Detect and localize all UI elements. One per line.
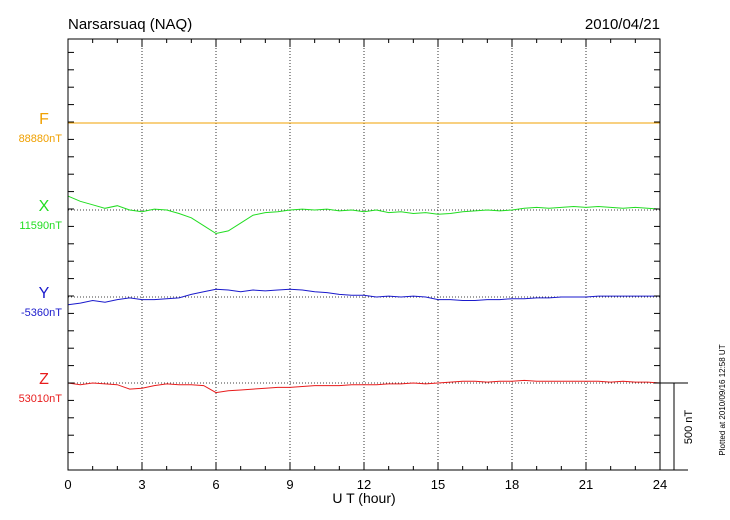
series-name-x: X [39, 198, 50, 215]
x-tick-labels: 0 3 6 9 12 15 18 21 24 [64, 477, 667, 492]
x-tick-label: 3 [138, 477, 145, 492]
x-tick-label: 24 [653, 477, 667, 492]
series-group [67, 122, 661, 394]
x-axis-label: U T (hour) [332, 490, 395, 506]
x-tick-label: 6 [212, 477, 219, 492]
baseline-value-f: 88880nT [19, 133, 63, 145]
plotted-at-note: Plotted at 2010/09/16 12:58 UT [718, 344, 727, 455]
axis-ticks [67, 39, 661, 471]
series-line-y [67, 288, 660, 306]
x-tick-label: 21 [579, 477, 593, 492]
baseline-value-x: 11590nT [19, 220, 62, 232]
series-labels: F 88880nT X 11590nT Y -5360nT Z 53010nT [19, 111, 63, 405]
scale-bar-label: 500 nT [683, 410, 695, 445]
series-line-x [67, 195, 661, 235]
series-name-y: Y [39, 285, 50, 302]
series-name-f: F [39, 111, 49, 128]
x-tick-label: 15 [431, 477, 445, 492]
x-tick-label: 9 [286, 477, 293, 492]
grid-lines [141, 39, 587, 470]
series-name-z: Z [39, 371, 49, 388]
station-title: Narsarsuaq (NAQ) [68, 16, 192, 33]
x-tick-label: 18 [505, 477, 519, 492]
x-tick-label: 12 [357, 477, 371, 492]
x-tick-label: 0 [64, 477, 71, 492]
baseline-value-y: -5360nT [21, 307, 62, 319]
baseline-value-z: 53010nT [19, 393, 63, 405]
series-line-z [67, 379, 661, 394]
scale-bar: 500 nT [660, 382, 695, 471]
date-label: 2010/04/21 [585, 16, 660, 33]
